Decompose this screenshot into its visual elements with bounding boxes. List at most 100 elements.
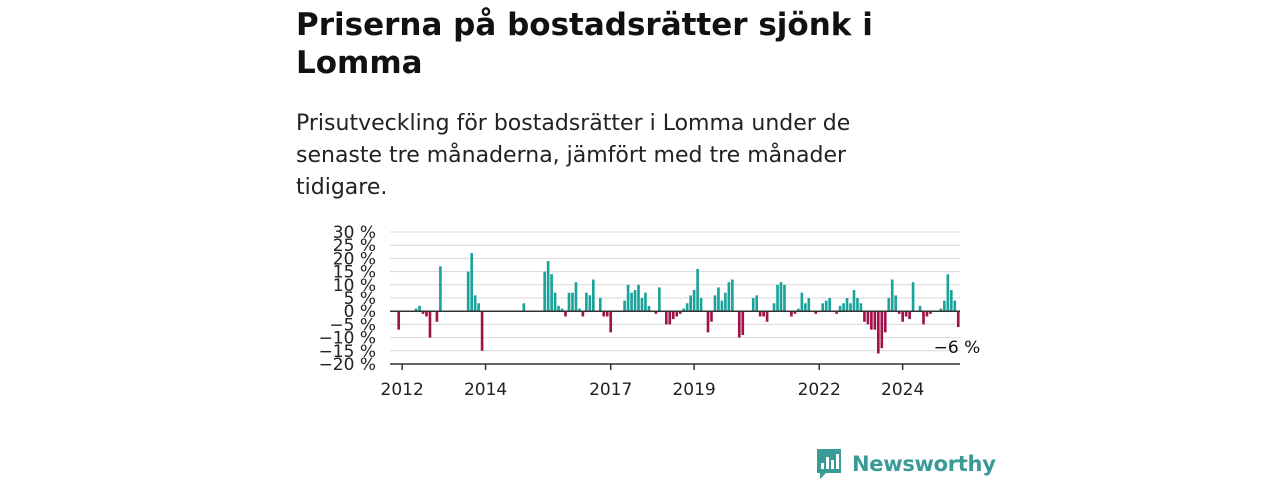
bar	[804, 303, 807, 312]
newsworthy-logo-icon	[817, 449, 841, 479]
bar	[720, 300, 724, 312]
bar	[953, 300, 957, 312]
bar	[946, 274, 950, 312]
bar	[904, 311, 908, 317]
bar	[588, 295, 592, 312]
x-tick-label: 2014	[464, 380, 507, 400]
bar	[473, 295, 477, 312]
bar	[880, 311, 884, 349]
bar	[543, 271, 546, 312]
bar	[856, 298, 859, 312]
bar	[644, 292, 647, 312]
bar	[671, 311, 675, 320]
x-tick-label: 2017	[589, 380, 632, 400]
y-tick-label: 25 %	[333, 236, 376, 256]
header: Priserna på bostadsrätter sjönk i Lomma …	[296, 0, 986, 204]
bar	[699, 298, 703, 312]
bar	[866, 311, 870, 325]
bar	[696, 268, 699, 312]
bar	[678, 311, 682, 314]
bar	[751, 298, 755, 312]
bar	[689, 295, 692, 312]
bar	[859, 303, 863, 312]
bar	[605, 311, 609, 317]
page-subtitle: Prisutveckling för bostadsrätter i Lomma…	[296, 111, 851, 200]
bar	[602, 311, 606, 317]
bar	[710, 311, 713, 322]
y-tick-label: 5 %	[344, 289, 376, 309]
bar	[943, 300, 946, 312]
bar	[654, 311, 658, 314]
bar	[790, 311, 793, 317]
bar	[578, 308, 581, 312]
bar	[762, 311, 765, 317]
bar	[640, 298, 644, 312]
bar	[724, 292, 727, 312]
bar	[911, 282, 915, 312]
bar	[626, 284, 630, 312]
brand-name: Newsworthy	[852, 452, 996, 476]
bar	[717, 287, 720, 312]
bar	[835, 311, 838, 314]
bar	[765, 311, 769, 322]
bar	[439, 266, 442, 312]
bar	[908, 311, 911, 320]
bar	[560, 308, 564, 312]
bar	[852, 290, 856, 312]
bar	[574, 282, 578, 312]
bar	[522, 303, 526, 312]
bar	[598, 298, 602, 312]
bar	[685, 303, 689, 312]
bar	[553, 292, 557, 312]
bar	[772, 303, 776, 312]
bar	[546, 261, 550, 312]
bar	[581, 311, 585, 317]
bar	[929, 311, 932, 314]
bar	[418, 305, 421, 312]
bar	[571, 292, 574, 312]
bar	[564, 311, 567, 317]
y-tick-label: 30 %	[333, 223, 376, 243]
y-tick-label: −5 %	[329, 315, 376, 335]
bar	[824, 300, 828, 312]
y-tick-label: 10 %	[333, 276, 376, 296]
bar	[779, 282, 783, 312]
bar	[873, 311, 877, 330]
bar	[658, 287, 661, 312]
bar	[435, 311, 439, 322]
bar	[755, 295, 758, 312]
bar	[877, 311, 880, 354]
bar	[592, 279, 595, 312]
bar	[797, 308, 800, 312]
brand[interactable]: Newsworthy	[814, 446, 996, 482]
bar	[414, 308, 418, 312]
bar	[664, 311, 668, 325]
bar	[682, 308, 686, 312]
bar	[623, 300, 626, 312]
bar	[550, 274, 553, 312]
bar	[428, 311, 432, 338]
bar	[883, 311, 887, 333]
bar	[793, 311, 797, 314]
bar	[897, 311, 901, 314]
bar	[731, 279, 734, 312]
x-tick-label: 2022	[798, 380, 841, 400]
bar	[894, 295, 898, 312]
bar	[949, 290, 953, 312]
bar	[647, 305, 651, 312]
bar	[776, 284, 779, 312]
bar	[821, 303, 825, 312]
bar	[887, 298, 891, 312]
bar	[956, 311, 960, 328]
bar	[741, 311, 745, 335]
bar	[675, 311, 679, 317]
bar	[466, 271, 470, 312]
y-tick-label: −20 %	[319, 355, 376, 375]
bar	[609, 311, 613, 333]
bar	[567, 292, 571, 312]
bar	[828, 298, 831, 312]
bar	[668, 311, 672, 325]
bar	[585, 292, 588, 312]
bar	[845, 298, 849, 312]
bar	[918, 305, 922, 312]
